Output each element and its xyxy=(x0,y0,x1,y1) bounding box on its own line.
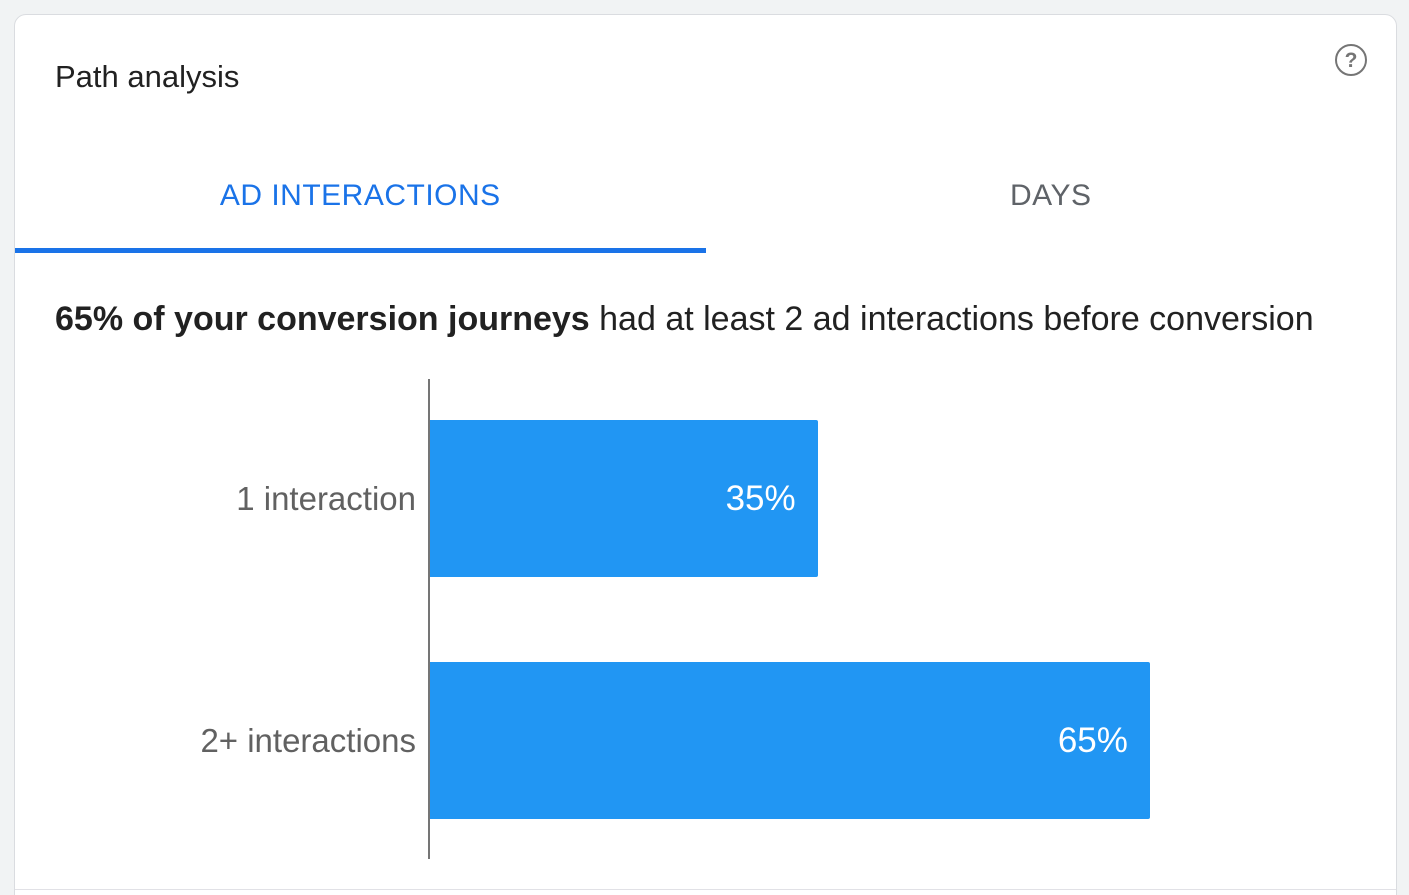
insight-highlight: 65% of your conversion journeys xyxy=(55,300,590,338)
bar-category-label: 1 interaction xyxy=(236,479,416,517)
path-analysis-card: Path analysis ? AD INTERACTIONS DAYS 65%… xyxy=(14,14,1397,895)
bar-value-label: 35% xyxy=(725,479,796,518)
bar-1-interaction[interactable]: 35% xyxy=(430,420,818,577)
insight-rest: had at least 2 ad interactions before co… xyxy=(589,300,1314,338)
tab-days[interactable]: DAYS xyxy=(706,143,1397,248)
tab-ad-interactions[interactable]: AD INTERACTIONS xyxy=(15,143,706,253)
card-header: Path analysis xyxy=(55,55,1356,105)
page-title: Path analysis xyxy=(55,59,240,94)
tab-ad-interactions-label: AD INTERACTIONS xyxy=(219,178,501,212)
tab-bar: AD INTERACTIONS DAYS xyxy=(15,143,1397,253)
bar-chart: 1 interaction 35% 2+ interactions 65% xyxy=(200,379,1316,859)
insight-text: 65% of your conversion journeys had at l… xyxy=(55,296,1356,342)
question-mark-glyph: ? xyxy=(1344,48,1358,72)
bar-value-label: 65% xyxy=(1057,721,1128,760)
bar-2plus-interactions[interactable]: 65% xyxy=(430,662,1150,819)
bar-row: 2+ interactions 65% xyxy=(200,662,1316,819)
bar-category-label: 2+ interactions xyxy=(200,721,416,759)
bar-row: 1 interaction 35% xyxy=(236,420,1316,577)
section-divider xyxy=(15,889,1396,890)
y-axis-line xyxy=(428,379,430,859)
help-icon[interactable]: ? xyxy=(1335,44,1367,76)
tab-days-label: DAYS xyxy=(1010,178,1092,212)
active-tab-indicator xyxy=(15,248,706,253)
